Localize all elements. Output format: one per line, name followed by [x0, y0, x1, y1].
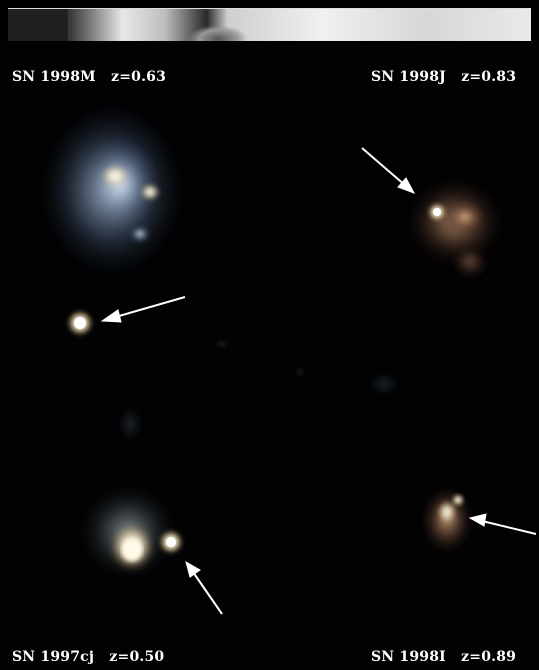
label-sn1998j: SN 1998J z=0.83 [371, 69, 517, 85]
galaxy-sn1998m [40, 102, 184, 278]
arrow-sn1998i [468, 513, 537, 535]
top-strip-dark-region [8, 9, 68, 41]
faint-object-tiny [214, 340, 306, 376]
top-photo-strip [8, 8, 531, 41]
supernova-sn1998m [67, 310, 93, 336]
arrow-sn1997cj [185, 560, 223, 615]
galaxy-sn1998j [409, 182, 501, 278]
galaxy-montage [40, 102, 537, 615]
supernova-sn1998i [452, 494, 464, 506]
supernova-sn1998j [428, 203, 446, 221]
arrow-sn1998m [100, 296, 186, 323]
arrow-sn1998j [361, 147, 416, 194]
faint-object-left [118, 404, 142, 444]
label-sn1998m: SN 1998M z=0.63 [12, 69, 167, 85]
supernova-sn1997cj [159, 530, 183, 554]
top-strip-shadow [188, 25, 248, 41]
label-sn1998i: SN 1998I z=0.89 [371, 649, 517, 665]
label-sn1997cj: SN 1997cj z=0.50 [12, 649, 165, 665]
galaxy-sn1997cj [82, 488, 174, 576]
galaxy-sn1998i [421, 486, 473, 554]
faint-object-middle [366, 374, 402, 394]
